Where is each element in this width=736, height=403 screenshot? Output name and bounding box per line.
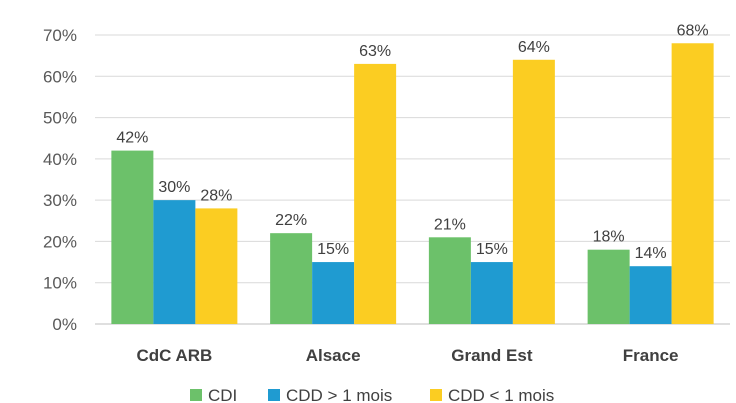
data-label: 22%	[275, 212, 307, 229]
bar	[512, 59, 555, 325]
bar	[587, 249, 630, 324]
data-label: 18%	[593, 229, 625, 246]
bar	[428, 237, 471, 324]
data-labels: 42% 30% 28% 22% 15% 63% 21% 15% 64% 18% 14% 68%	[116, 22, 708, 262]
legend-item: CDD > 1 mois	[268, 386, 392, 403]
data-label: 30%	[158, 179, 190, 196]
data-label: 21%	[434, 216, 466, 233]
legend-label: CDD > 1 mois	[286, 386, 392, 403]
x-axis: CdC ARB Alsace Grand Est France	[136, 346, 678, 365]
y-tick-label: 20%	[43, 232, 77, 251]
bar	[270, 233, 313, 324]
y-tick-label: 60%	[43, 67, 77, 86]
data-label: 15%	[476, 241, 508, 258]
legend: CDI CDD > 1 mois CDD < 1 mois	[190, 386, 554, 403]
bars	[111, 43, 714, 325]
bar	[195, 208, 238, 324]
legend-label: CDI	[208, 386, 237, 403]
data-label: 63%	[359, 43, 391, 60]
bar	[470, 262, 513, 324]
bar	[312, 262, 355, 324]
data-label: 42%	[116, 130, 148, 147]
legend-swatch	[268, 389, 280, 401]
data-label: 28%	[200, 187, 232, 204]
data-label: 14%	[635, 245, 667, 262]
legend-item: CDI	[190, 386, 237, 403]
x-tick-label: France	[623, 346, 679, 365]
y-tick-label: 0%	[52, 315, 77, 334]
data-label: 68%	[677, 22, 709, 39]
data-label: 64%	[518, 39, 550, 56]
x-tick-label: CdC ARB	[136, 346, 212, 365]
y-tick-label: 50%	[43, 109, 77, 128]
legend-label: CDD < 1 mois	[448, 386, 554, 403]
y-tick-label: 40%	[43, 150, 77, 169]
bar	[629, 266, 672, 324]
y-tick-label: 10%	[43, 274, 77, 293]
x-tick-label: Grand Est	[451, 346, 533, 365]
legend-swatch	[430, 389, 442, 401]
y-tick-label: 30%	[43, 191, 77, 210]
bar	[111, 150, 154, 324]
data-label: 15%	[317, 241, 349, 258]
y-axis: 0% 10% 20% 30% 40% 50% 60% 70%	[43, 26, 77, 334]
bar	[671, 43, 714, 324]
bar	[153, 200, 196, 324]
legend-item: CDD < 1 mois	[430, 386, 554, 403]
legend-swatch	[190, 389, 202, 401]
y-tick-label: 70%	[43, 26, 77, 45]
x-tick-label: Alsace	[306, 346, 361, 365]
bar	[354, 63, 397, 325]
